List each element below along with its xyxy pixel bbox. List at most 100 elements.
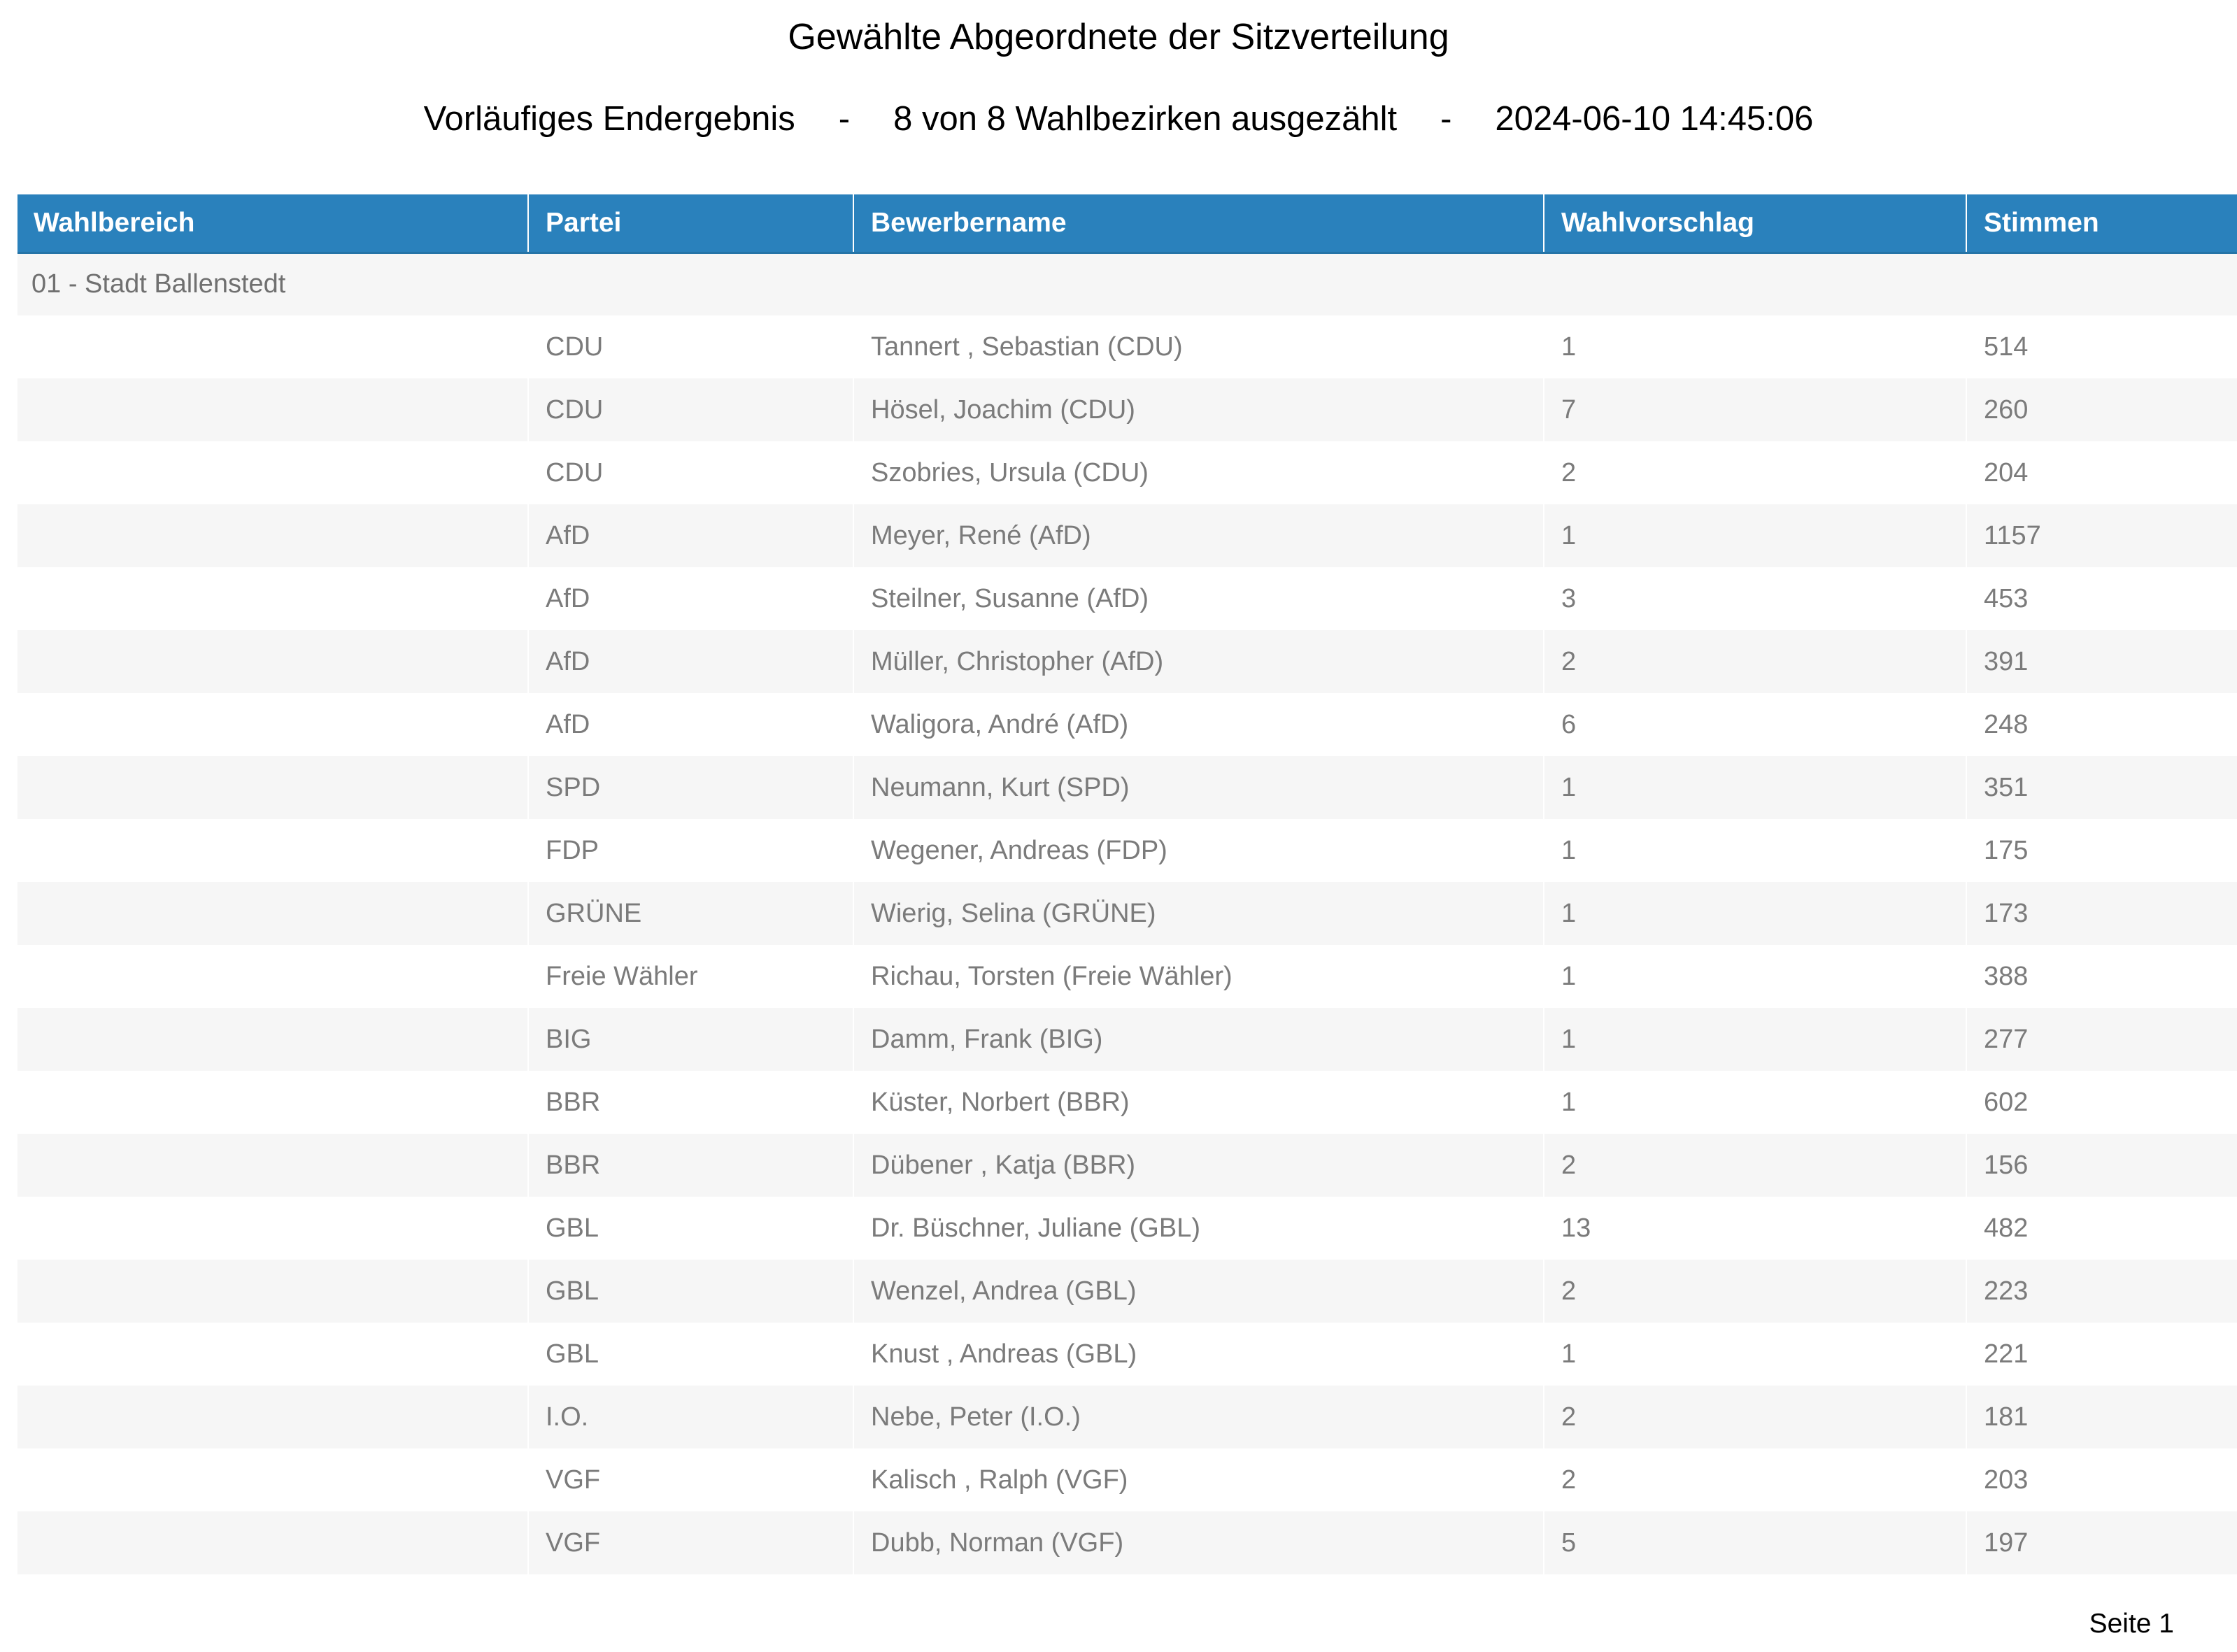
cell-wahlvorschlag: 1	[1543, 756, 1966, 820]
cell-wahlbereich	[17, 1511, 528, 1574]
cell-wahlvorschlag: 1	[1543, 945, 1966, 1009]
cell-stimmen: 602	[1966, 1071, 2237, 1134]
cell-partei: FDP	[527, 819, 853, 883]
cell-wahlbereich	[17, 1071, 528, 1134]
table-row: AfD Waligora, André (AfD) 6 248	[17, 693, 2237, 757]
cell-bewerbername: Dr. Büschner, Juliane (GBL)	[853, 1197, 1544, 1260]
cell-wahlbereich	[17, 504, 528, 567]
cell-wahlvorschlag: 2	[1543, 630, 1966, 694]
cell-wahlbereich	[17, 1323, 528, 1386]
cell-partei: AfD	[527, 504, 853, 568]
results-table: Wahlbereich Partei Bewerbername Wahlvors…	[17, 194, 2237, 1575]
cell-stimmen: 248	[1966, 693, 2237, 757]
table-row: BBR Küster, Norbert (BBR) 1 602	[17, 1071, 2237, 1134]
cell-bewerbername: Meyer, René (AfD)	[853, 504, 1544, 568]
cell-wahlvorschlag: 2	[1543, 1134, 1966, 1197]
cell-wahlbereich	[17, 1448, 528, 1511]
cell-bewerbername: Wierig, Selina (GRÜNE)	[853, 882, 1544, 946]
cell-stimmen: 175	[1966, 819, 2237, 883]
cell-partei: GBL	[527, 1260, 853, 1323]
cell-stimmen: 204	[1966, 441, 2237, 505]
cell-partei: BIG	[527, 1008, 853, 1071]
cell-bewerbername: Damm, Frank (BIG)	[853, 1008, 1544, 1071]
cell-partei: VGF	[527, 1448, 853, 1512]
cell-wahlbereich	[17, 1197, 528, 1260]
cell-stimmen: 181	[1966, 1386, 2237, 1449]
cell-partei: AfD	[527, 567, 853, 631]
table-row: CDU Tannert , Sebastian (CDU) 1 514	[17, 315, 2237, 379]
table-row: Freie Wähler Richau, Torsten (Freie Wähle…	[17, 945, 2237, 1009]
table-row: CDU Hösel, Joachim (CDU) 7 260	[17, 378, 2237, 442]
cell-wahlvorschlag: 1	[1543, 315, 1966, 379]
cell-partei: GBL	[527, 1197, 853, 1260]
table-row: FDP Wegener, Andreas (FDP) 1 175	[17, 819, 2237, 883]
cell-wahlbereich	[17, 441, 528, 504]
cell-bewerbername: Dübener , Katja (BBR)	[853, 1134, 1544, 1197]
cell-stimmen: 277	[1966, 1008, 2237, 1071]
cell-wahlbereich	[17, 882, 528, 945]
cell-bewerbername: Tannert , Sebastian (CDU)	[853, 315, 1544, 379]
cell-wahlvorschlag: 1	[1543, 504, 1966, 568]
cell-stimmen: 482	[1966, 1197, 2237, 1260]
table-row: CDU Szobries, Ursula (CDU) 2 204	[17, 441, 2237, 505]
cell-wahlvorschlag: 1	[1543, 1323, 1966, 1386]
cell-stimmen: 453	[1966, 567, 2237, 631]
table-row: GRÜNE Wierig, Selina (GRÜNE) 1 173	[17, 882, 2237, 946]
cell-stimmen: 173	[1966, 882, 2237, 946]
cell-wahlvorschlag: 2	[1543, 1386, 1966, 1449]
cell-bewerbername: Nebe, Peter (I.O.)	[853, 1386, 1544, 1449]
cell-partei: GBL	[527, 1323, 853, 1386]
cell-stimmen: 1157	[1966, 504, 2237, 568]
cell-partei: I.O.	[527, 1386, 853, 1449]
table-row: I.O. Nebe, Peter (I.O.) 2 181	[17, 1386, 2237, 1449]
cell-wahlbereich	[17, 756, 528, 819]
cell-bewerbername: Wegener, Andreas (FDP)	[853, 819, 1544, 883]
cell-stimmen: 197	[1966, 1511, 2237, 1575]
cell-wahlvorschlag: 5	[1543, 1511, 1966, 1575]
cell-partei: VGF	[527, 1511, 853, 1575]
table-row: GBL Dr. Büschner, Juliane (GBL) 13 482	[17, 1197, 2237, 1260]
cell-bewerbername: Wenzel, Andrea (GBL)	[853, 1260, 1544, 1323]
table-row: GBL Wenzel, Andrea (GBL) 2 223	[17, 1260, 2237, 1323]
cell-stimmen: 260	[1966, 378, 2237, 442]
col-header-wahlbereich: Wahlbereich	[17, 194, 528, 254]
group-header-label: 01 - Stadt Ballenstedt	[31, 269, 286, 299]
cell-wahlbereich	[17, 567, 528, 630]
page-title: Gewählte Abgeordnete der Sitzverteilung	[788, 17, 1449, 57]
cell-wahlvorschlag: 1	[1543, 1008, 1966, 1071]
table-row: AfD Meyer, René (AfD) 1 1157	[17, 504, 2237, 568]
table-header-row: Wahlbereich Partei Bewerbername Wahlvors…	[17, 194, 2237, 254]
cell-wahlbereich	[17, 630, 528, 693]
cell-bewerbername: Neumann, Kurt (SPD)	[853, 756, 1544, 820]
cell-wahlbereich	[17, 1008, 528, 1071]
cell-partei: CDU	[527, 315, 853, 379]
col-header-wahlvorschlag: Wahlvorschlag	[1543, 194, 1966, 254]
col-header-partei: Partei	[527, 194, 853, 254]
cell-bewerbername: Szobries, Ursula (CDU)	[853, 441, 1544, 505]
cell-wahlvorschlag: 1	[1543, 819, 1966, 883]
cell-partei: AfD	[527, 630, 853, 694]
cell-stimmen: 223	[1966, 1260, 2237, 1323]
table-row: BIG Damm, Frank (BIG) 1 277	[17, 1008, 2237, 1071]
cell-wahlvorschlag: 1	[1543, 1071, 1966, 1134]
subtitle-status: Vorläufiges Endergebnis	[423, 100, 795, 138]
cell-bewerbername: Müller, Christopher (AfD)	[853, 630, 1544, 694]
cell-bewerbername: Steilner, Susanne (AfD)	[853, 567, 1544, 631]
cell-wahlbereich	[17, 1260, 528, 1323]
cell-partei: SPD	[527, 756, 853, 820]
cell-bewerbername: Knust , Andreas (GBL)	[853, 1323, 1544, 1386]
cell-bewerbername: Waligora, André (AfD)	[853, 693, 1544, 757]
cell-stimmen: 203	[1966, 1448, 2237, 1512]
cell-partei: AfD	[527, 693, 853, 757]
cell-wahlbereich	[17, 315, 528, 378]
cell-wahlvorschlag: 2	[1543, 1448, 1966, 1512]
cell-wahlbereich	[17, 1386, 528, 1448]
cell-partei: CDU	[527, 441, 853, 505]
col-header-stimmen: Stimmen	[1966, 194, 2237, 254]
cell-wahlbereich	[17, 945, 528, 1008]
table-row: SPD Neumann, Kurt (SPD) 1 351	[17, 756, 2237, 820]
subtitle: Vorläufiges Endergebnis - 8 von 8 Wahlbe…	[0, 99, 2237, 140]
cell-partei: GRÜNE	[527, 882, 853, 946]
cell-stimmen: 156	[1966, 1134, 2237, 1197]
cell-wahlvorschlag: 2	[1543, 1260, 1966, 1323]
